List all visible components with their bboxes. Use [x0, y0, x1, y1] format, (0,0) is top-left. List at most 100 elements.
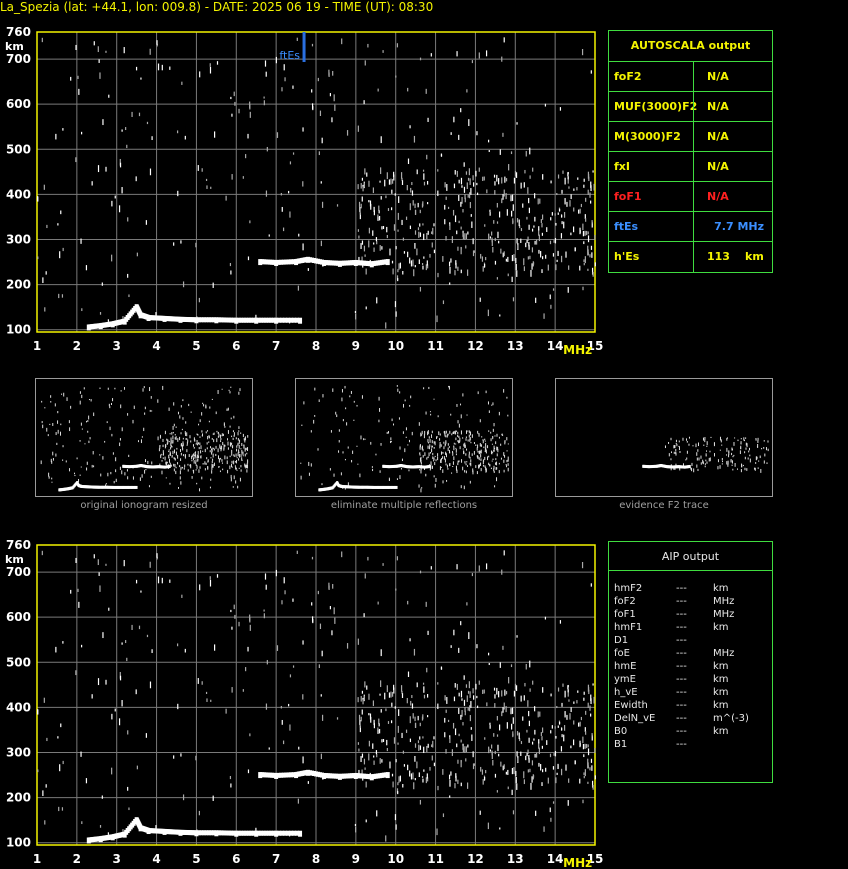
- x-tick-label: 4: [152, 339, 160, 353]
- thumb-point: [461, 459, 463, 463]
- noise-point: [364, 767, 366, 770]
- thumb-point: [204, 468, 206, 471]
- thumb-point: [213, 447, 215, 450]
- y-tick-label: 100: [6, 836, 31, 850]
- thumb-trace-point: [131, 485, 134, 489]
- thumb-trace-point: [389, 485, 392, 489]
- thumb-point: [463, 443, 465, 447]
- noise-point: [491, 753, 493, 760]
- autoscala-value: N/A: [707, 130, 729, 143]
- noise-point: [362, 777, 364, 781]
- noise-point: [444, 182, 446, 188]
- noise-point: [591, 220, 593, 224]
- thumb-point: [472, 468, 474, 473]
- thumb-point: [705, 455, 707, 457]
- thumb-point: [470, 459, 472, 463]
- noise-point: [564, 690, 566, 698]
- noise-point: [396, 43, 399, 48]
- thumb-point: [187, 463, 189, 466]
- thumb-point: [79, 400, 81, 405]
- thumb-point: [446, 434, 448, 438]
- thumb-point: [493, 449, 495, 452]
- thumb-point: [49, 423, 51, 426]
- trace-point: [206, 317, 211, 323]
- thumb-point: [437, 415, 439, 418]
- thumb-point: [195, 464, 197, 466]
- thumb-point: [453, 456, 455, 461]
- noise-point: [61, 294, 64, 298]
- noise-point: [453, 629, 455, 636]
- thumb-point: [107, 472, 109, 477]
- noise-point: [523, 779, 525, 785]
- thumb-point: [244, 463, 246, 467]
- noise-point: [288, 703, 290, 707]
- thumb-point: [115, 478, 117, 482]
- thumb-point: [191, 459, 193, 462]
- thumb-point: [371, 466, 373, 468]
- thumb-point: [216, 438, 218, 443]
- noise-point: [577, 177, 579, 180]
- noise-point: [572, 739, 575, 746]
- thumb-point: [52, 457, 54, 461]
- thumb-point: [50, 401, 52, 403]
- thumb-point: [76, 457, 78, 460]
- noise-point: [85, 778, 88, 784]
- thumb-point: [222, 433, 224, 437]
- noise-point: [379, 693, 381, 696]
- noise-point: [464, 746, 466, 753]
- aip-value: ---: [676, 700, 687, 711]
- thumb-point: [235, 480, 237, 484]
- noise-point: [494, 773, 497, 778]
- thumb-point: [464, 442, 466, 447]
- thumb-point: [182, 441, 184, 445]
- noise-point: [426, 746, 428, 753]
- noise-point: [483, 263, 486, 268]
- thumb-point: [210, 448, 212, 451]
- thumb-point: [173, 449, 175, 454]
- trace-series-1: [258, 769, 390, 781]
- noise-point: [583, 697, 585, 701]
- noise-point: [579, 778, 581, 784]
- trace-point: [219, 317, 224, 323]
- y-tick-label: 300: [6, 233, 31, 247]
- aip-value: ---: [676, 648, 687, 659]
- thumb-point: [728, 454, 730, 458]
- noise-point: [398, 263, 400, 270]
- noise-point: [121, 129, 123, 132]
- thumb-point: [237, 485, 239, 489]
- thumb-point: [239, 388, 241, 392]
- thumb-point: [431, 434, 433, 437]
- noise-point: [589, 254, 591, 258]
- x-tick-label: 10: [387, 852, 404, 866]
- noise-point: [460, 177, 463, 185]
- thumb-point: [193, 469, 195, 474]
- thumb-point: [344, 385, 346, 389]
- thumb-point: [191, 454, 193, 458]
- thumb-point: [240, 432, 242, 434]
- noise-point: [367, 556, 369, 561]
- thumb-point: [480, 462, 482, 466]
- noise-point: [380, 680, 382, 688]
- noise-point: [489, 212, 491, 216]
- noise-point: [373, 723, 375, 729]
- thumb-point: [507, 459, 509, 462]
- trace-series-0: [86, 304, 303, 331]
- noise-point: [149, 48, 151, 55]
- noise-point: [107, 319, 109, 322]
- noise-point: [494, 694, 496, 699]
- noise-point: [292, 665, 295, 668]
- noise-point: [520, 238, 522, 243]
- noise-point: [522, 203, 524, 208]
- thumb-point: [496, 446, 498, 451]
- noise-point: [177, 703, 179, 710]
- noise-point: [503, 189, 505, 197]
- thumb-trace-point: [688, 464, 691, 468]
- noise-point: [444, 695, 446, 701]
- noise-point: [550, 693, 552, 697]
- aip-row: DelN_vE --- m^(-3): [614, 712, 769, 725]
- noise-point: [496, 277, 498, 280]
- thumb-point: [731, 460, 733, 464]
- noise-point: [498, 691, 500, 698]
- noise-point: [513, 177, 516, 184]
- thumb-point: [202, 450, 204, 452]
